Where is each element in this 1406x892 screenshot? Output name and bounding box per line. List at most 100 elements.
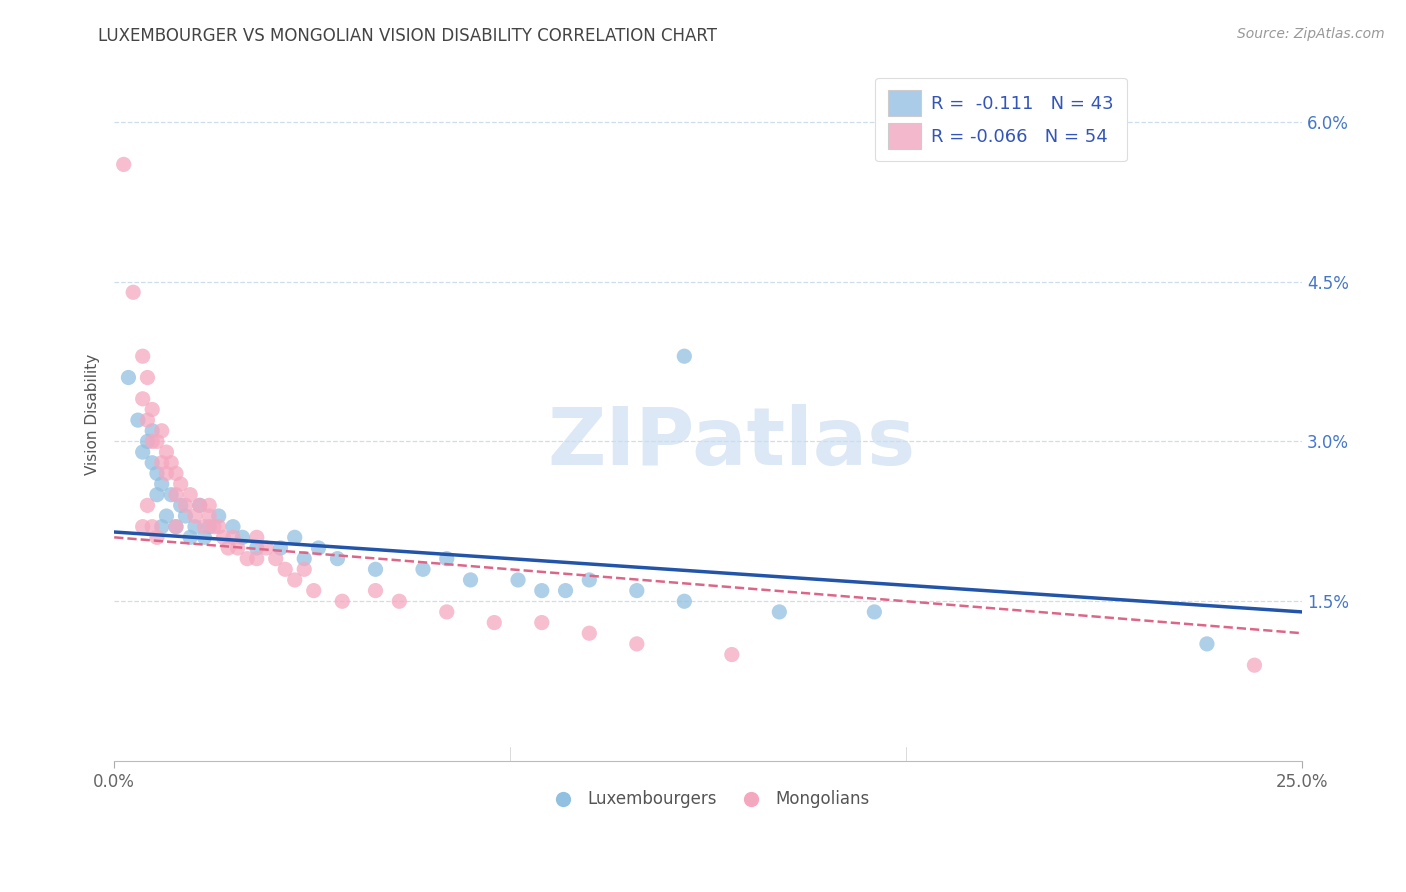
- Point: [174, 508, 197, 523]
- Point: [274, 562, 297, 576]
- Point: [330, 594, 353, 608]
- Point: [188, 499, 211, 513]
- Point: [768, 605, 790, 619]
- Point: [626, 637, 648, 651]
- Point: [198, 499, 221, 513]
- Text: Source: ZipAtlas.com: Source: ZipAtlas.com: [1237, 27, 1385, 41]
- Point: [146, 467, 169, 481]
- Point: [1195, 637, 1218, 651]
- Point: [150, 519, 173, 533]
- Point: [136, 434, 159, 449]
- Point: [155, 467, 177, 481]
- Point: [112, 157, 135, 171]
- Point: [673, 594, 696, 608]
- Point: [530, 583, 553, 598]
- Point: [150, 424, 173, 438]
- Point: [150, 477, 173, 491]
- Point: [117, 370, 139, 384]
- Point: [127, 413, 149, 427]
- Point: [131, 392, 153, 406]
- Point: [146, 434, 169, 449]
- Text: LUXEMBOURGER VS MONGOLIAN VISION DISABILITY CORRELATION CHART: LUXEMBOURGER VS MONGOLIAN VISION DISABIL…: [98, 27, 717, 45]
- Point: [160, 488, 183, 502]
- Point: [226, 541, 249, 555]
- Point: [863, 605, 886, 619]
- Point: [436, 605, 458, 619]
- Point: [174, 499, 197, 513]
- Point: [165, 519, 187, 533]
- Point: [436, 551, 458, 566]
- Point: [284, 530, 307, 544]
- Point: [626, 583, 648, 598]
- Point: [146, 530, 169, 544]
- Point: [131, 349, 153, 363]
- Point: [184, 508, 207, 523]
- Point: [198, 508, 221, 523]
- Point: [193, 530, 215, 544]
- Point: [193, 519, 215, 533]
- Point: [721, 648, 744, 662]
- Point: [292, 562, 315, 576]
- Point: [246, 541, 269, 555]
- Point: [254, 541, 277, 555]
- Point: [208, 519, 231, 533]
- Point: [188, 499, 211, 513]
- Point: [202, 519, 225, 533]
- Point: [412, 562, 434, 576]
- Point: [150, 456, 173, 470]
- Point: [1243, 658, 1265, 673]
- Point: [141, 434, 163, 449]
- Point: [170, 477, 193, 491]
- Point: [264, 551, 287, 566]
- Legend: Luxembourgers, Mongolians: Luxembourgers, Mongolians: [540, 784, 876, 815]
- Point: [165, 519, 187, 533]
- Point: [222, 530, 245, 544]
- Point: [141, 456, 163, 470]
- Point: [269, 541, 291, 555]
- Point: [184, 519, 207, 533]
- Point: [246, 530, 269, 544]
- Point: [326, 551, 349, 566]
- Point: [170, 499, 193, 513]
- Point: [208, 508, 231, 523]
- Point: [292, 551, 315, 566]
- Text: ZIPatlas: ZIPatlas: [548, 403, 915, 482]
- Point: [484, 615, 506, 630]
- Point: [131, 445, 153, 459]
- Point: [578, 626, 600, 640]
- Point: [246, 551, 269, 566]
- Point: [530, 615, 553, 630]
- Point: [302, 583, 325, 598]
- Point: [364, 583, 387, 598]
- Point: [222, 519, 245, 533]
- Point: [506, 573, 529, 587]
- Point: [141, 402, 163, 417]
- Point: [122, 285, 145, 300]
- Point: [179, 488, 201, 502]
- Point: [165, 488, 187, 502]
- Point: [165, 467, 187, 481]
- Point: [146, 488, 169, 502]
- Point: [131, 519, 153, 533]
- Point: [155, 508, 177, 523]
- Point: [155, 445, 177, 459]
- Point: [673, 349, 696, 363]
- Point: [179, 530, 201, 544]
- Point: [136, 370, 159, 384]
- Point: [136, 499, 159, 513]
- Point: [388, 594, 411, 608]
- Point: [212, 530, 235, 544]
- Point: [308, 541, 330, 555]
- Point: [141, 519, 163, 533]
- Y-axis label: Vision Disability: Vision Disability: [86, 354, 100, 475]
- Point: [236, 551, 259, 566]
- Point: [284, 573, 307, 587]
- Point: [136, 413, 159, 427]
- Point: [231, 530, 253, 544]
- Point: [160, 456, 183, 470]
- Point: [217, 541, 239, 555]
- Point: [141, 424, 163, 438]
- Point: [364, 562, 387, 576]
- Point: [554, 583, 576, 598]
- Point: [460, 573, 482, 587]
